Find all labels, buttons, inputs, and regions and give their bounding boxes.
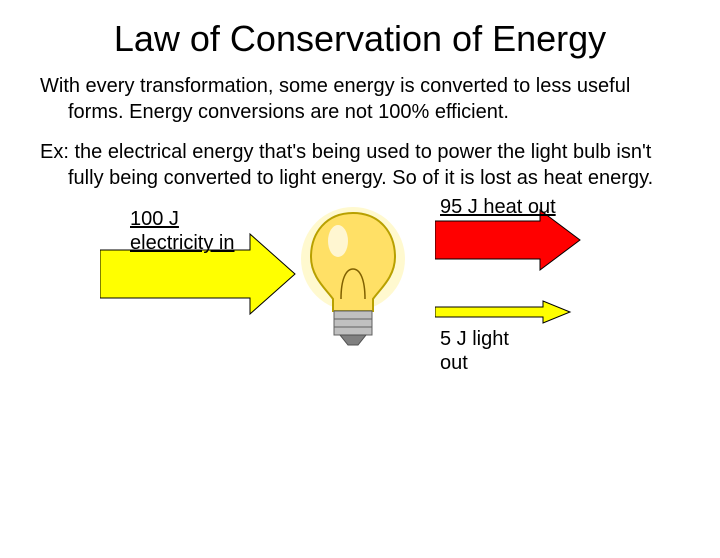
label-heat: 95 J heat out: [440, 195, 560, 219]
arrow-light-icon: [435, 299, 575, 325]
para1-line1: With every transformation, some energy i…: [40, 75, 530, 97]
para2-line1: Ex: the electrical energy that's being u…: [40, 141, 525, 163]
page-title: Law of Conservation of Energy: [0, 18, 720, 59]
label-input: 100 J electricity in: [130, 207, 260, 255]
paragraph-1: With every transformation, some energy i…: [40, 73, 680, 125]
lightbulb-icon: [298, 199, 408, 349]
energy-diagram: 100 J electricity in 95 J heat out 5 J l…: [0, 199, 720, 389]
label-light: 5 J light out: [440, 327, 540, 375]
paragraph-2: Ex: the electrical energy that's being u…: [40, 139, 680, 191]
